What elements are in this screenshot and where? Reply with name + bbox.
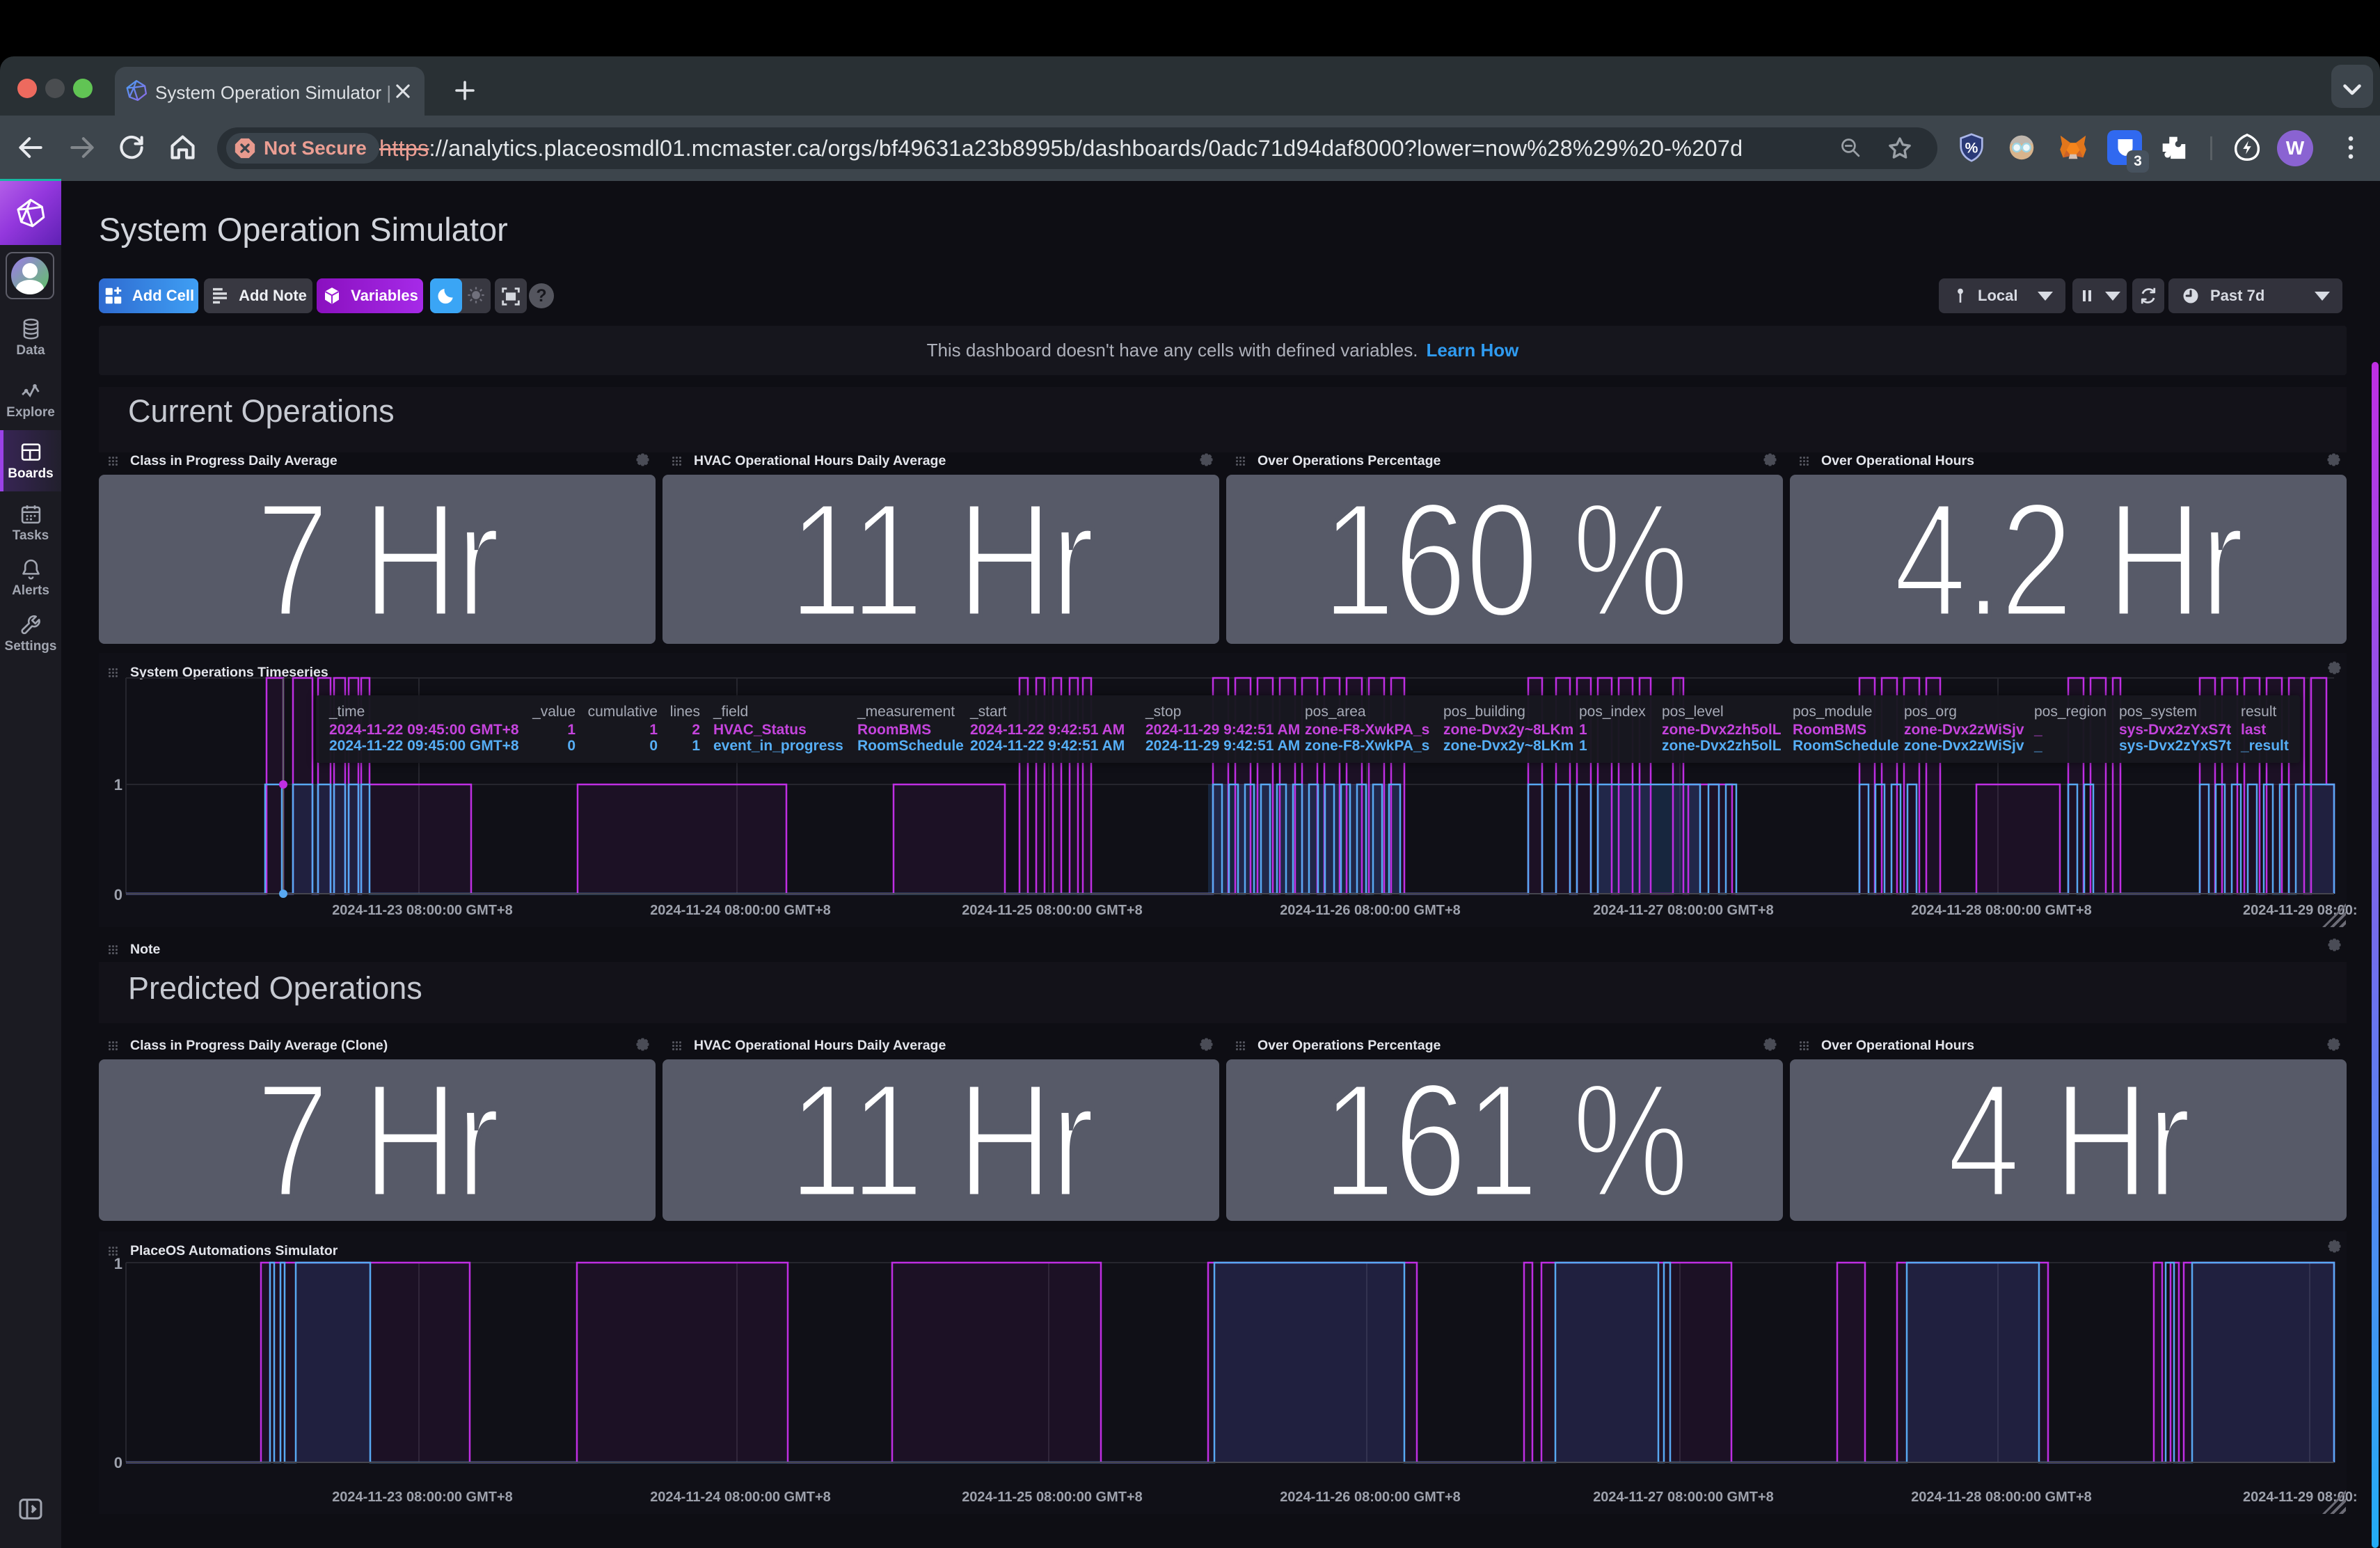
svg-text:%: % [1965, 141, 1978, 157]
